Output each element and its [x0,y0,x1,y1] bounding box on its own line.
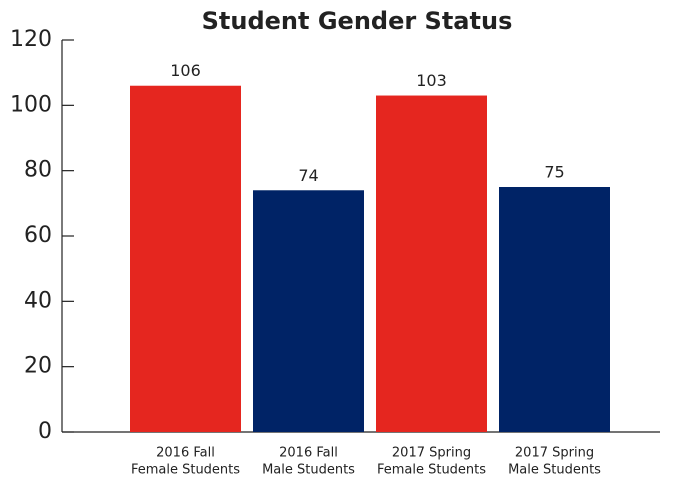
value-label: 103 [416,71,447,90]
x-tick-label: 2017 Spring [515,446,594,461]
value-label: 74 [298,166,318,185]
value-label: 106 [170,61,201,80]
y-tick-label: 60 [24,223,52,248]
y-tick-label: 80 [24,158,52,183]
x-tick-label: 2016 Fall [156,446,215,461]
y-tick-label: 0 [38,419,52,444]
x-tick-label: 2016 Fall [279,446,338,461]
y-tick-label: 100 [10,92,52,117]
bar [130,85,241,432]
x-tick-label: Female Students [377,463,486,478]
y-tick-label: 20 [24,354,52,379]
bar [376,95,487,433]
chart-title: Student Gender Status [202,7,513,35]
x-tick-label: Male Students [262,463,355,478]
x-tick-label: Male Students [508,463,601,478]
y-tick-label: 120 [10,27,52,52]
bar [253,190,364,432]
x-tick-label: Female Students [131,463,240,478]
value-label: 75 [544,163,564,182]
y-tick-label: 40 [24,288,52,313]
x-tick-label: 2017 Spring [392,446,471,461]
bar [499,187,610,432]
